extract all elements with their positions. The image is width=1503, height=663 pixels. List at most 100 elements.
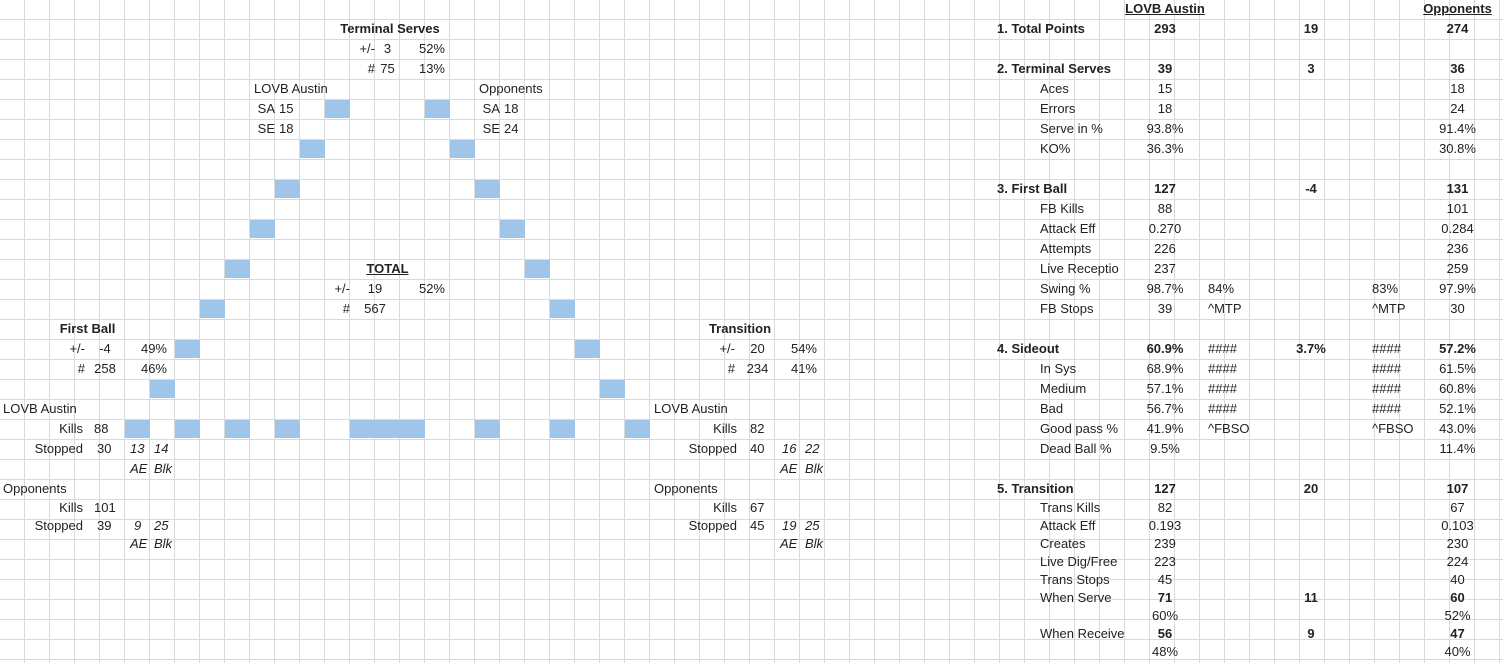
sideout-lovb: 60.9% [1146,341,1184,356]
first-ball-label: 3. First Ball [997,181,1068,196]
transition-diff: 20 [1303,481,1319,496]
ts-pm-label: +/- [359,41,375,56]
fb-lovb-blk-value: 14 [154,441,169,456]
fb-row-3-opp: 259 [1446,261,1469,276]
ts-row-0-opp: 18 [1450,81,1465,96]
so-row-0-opp: 61.5% [1439,361,1476,376]
fb-row-5-lovb: 39 [1157,301,1173,316]
tr-opp-stopped-value: 45 [750,518,765,533]
tr-lovb-kills-label: Kills [713,421,737,436]
ts-lovb-label: LOVB Austin [254,81,328,96]
tr-row-4-opp: 40 [1450,572,1465,587]
tr-lovb-kills-value: 82 [750,421,765,436]
tr-opp-ae-value: 19 [782,518,797,533]
fb-row-5-opp-extra: ^MTP [1372,301,1406,316]
so-row-4-label: Dead Ball % [1040,441,1112,456]
highlight-cell [475,180,500,198]
sideout-opp-extra: #### [1372,341,1401,356]
fb-row-5-label: FB Stops [1040,301,1094,316]
total-title: TOTAL [366,261,409,276]
highlight-cell [500,220,525,238]
highlight-cell [550,420,575,438]
tr-row-1-lovb: 0.193 [1148,518,1182,533]
tr-row-2-label: Creates [1040,536,1086,551]
fb-pm-pct: 49% [140,341,167,356]
header-opponents: Opponents [1423,1,1492,16]
transition-title: Transition [708,321,772,336]
sideout-label: 4. Sideout [997,341,1060,356]
when-receive-opp: 47 [1450,626,1465,641]
so-row-1-opp-extra: #### [1372,381,1401,396]
so-row-0-lovb-extra: #### [1208,361,1237,376]
highlight-cell [325,100,350,118]
tr-opp-ae-label: AE [780,536,798,551]
tr-count-label: # [727,361,735,376]
so-row-1-lovb-extra: #### [1208,381,1237,396]
tr-lovb-blk-value: 22 [805,441,820,456]
fb-count-pct: 46% [140,361,167,376]
fb-opp-stopped-label: Stopped [34,518,83,533]
ts-lovb-se-label: SE [257,121,275,136]
transition-lovb: 127 [1154,481,1176,496]
tr-row-4-label: Trans Stops [1040,572,1110,587]
fb-row-0-lovb: 88 [1157,201,1173,216]
tr-row-2-opp: 230 [1446,536,1469,551]
highlight-cell [275,420,300,438]
fb-row-2-lovb: 226 [1154,241,1176,256]
ts-count-value: 75 [380,61,395,76]
tr-row-3-opp: 224 [1446,554,1469,569]
tr-row-1-label: Attack Eff [1040,518,1096,533]
fb-lovb-ae-label: AE [130,461,148,476]
so-row-0-label: In Sys [1040,361,1077,376]
so-row-4-opp: 11.4% [1439,441,1476,456]
terminal-serves-title: Terminal Serves [340,21,440,36]
tr-opp-blk-value: 25 [805,518,820,533]
tr-row-3-label: Live Dig/Free [1040,554,1118,569]
ts-lovb-se-value: 18 [279,121,294,136]
total-points-label: 1. Total Points [997,21,1085,36]
fb-row-1-label: Attack Eff [1040,221,1096,236]
transition-label: 5. Transition [997,481,1074,496]
so-row-2-label: Bad [1040,401,1064,416]
tr-opp-label: Opponents [654,481,718,496]
highlight-cell [200,300,225,318]
ts-row-0-lovb: 15 [1157,81,1173,96]
tr-lovb-blk-label: Blk [805,461,824,476]
fb-opp-kills-value: 101 [94,500,116,515]
highlight-cell [250,220,275,238]
sideout-lovb-extra: #### [1208,341,1237,356]
fb-row-4-opp: 97.9% [1439,281,1476,296]
when-serve-opp-pct: 52% [1444,608,1471,623]
highlight-cell [550,300,575,318]
ts-pm-value: 3 [383,41,392,56]
fb-lovb-label: LOVB Austin [3,401,77,416]
ts-row-2-label: Serve in % [1040,121,1103,136]
header-lovb: LOVB Austin [1125,1,1205,16]
highlight-cell [525,260,550,278]
when-receive-lovb-pct: 48% [1151,644,1179,659]
highlight-cell [275,180,300,198]
tr-lovb-stopped-label: Stopped [688,441,737,456]
fb-opp-blk-label: Blk [154,536,173,551]
terminal-serves-lovb: 39 [1157,61,1173,76]
fb-opp-kills-label: Kills [59,500,83,515]
tr-row-4-lovb: 45 [1157,572,1173,587]
tr-opp-blk-label: Blk [805,536,824,551]
fb-opp-label: Opponents [3,481,67,496]
total-pm-label: +/- [334,281,350,296]
tr-lovb-stopped-value: 40 [750,441,765,456]
tr-opp-stopped-label: Stopped [688,518,737,533]
ts-row-3-opp: 30.8% [1439,141,1476,156]
highlight-cell [450,140,475,158]
tr-opp-kills-label: Kills [713,500,737,515]
highlight-cell [225,420,250,438]
fb-opp-stopped-value: 39 [97,518,112,533]
fb-lovb-kills-label: Kills [59,421,83,436]
so-row-2-lovb-extra: #### [1208,401,1237,416]
highlight-cell [175,420,200,438]
total-count-label: # [342,301,350,316]
fb-opp-ae-value: 9 [134,518,142,533]
when-serve-lovb-pct: 60% [1151,608,1179,623]
ts-row-3-label: KO% [1040,141,1071,156]
